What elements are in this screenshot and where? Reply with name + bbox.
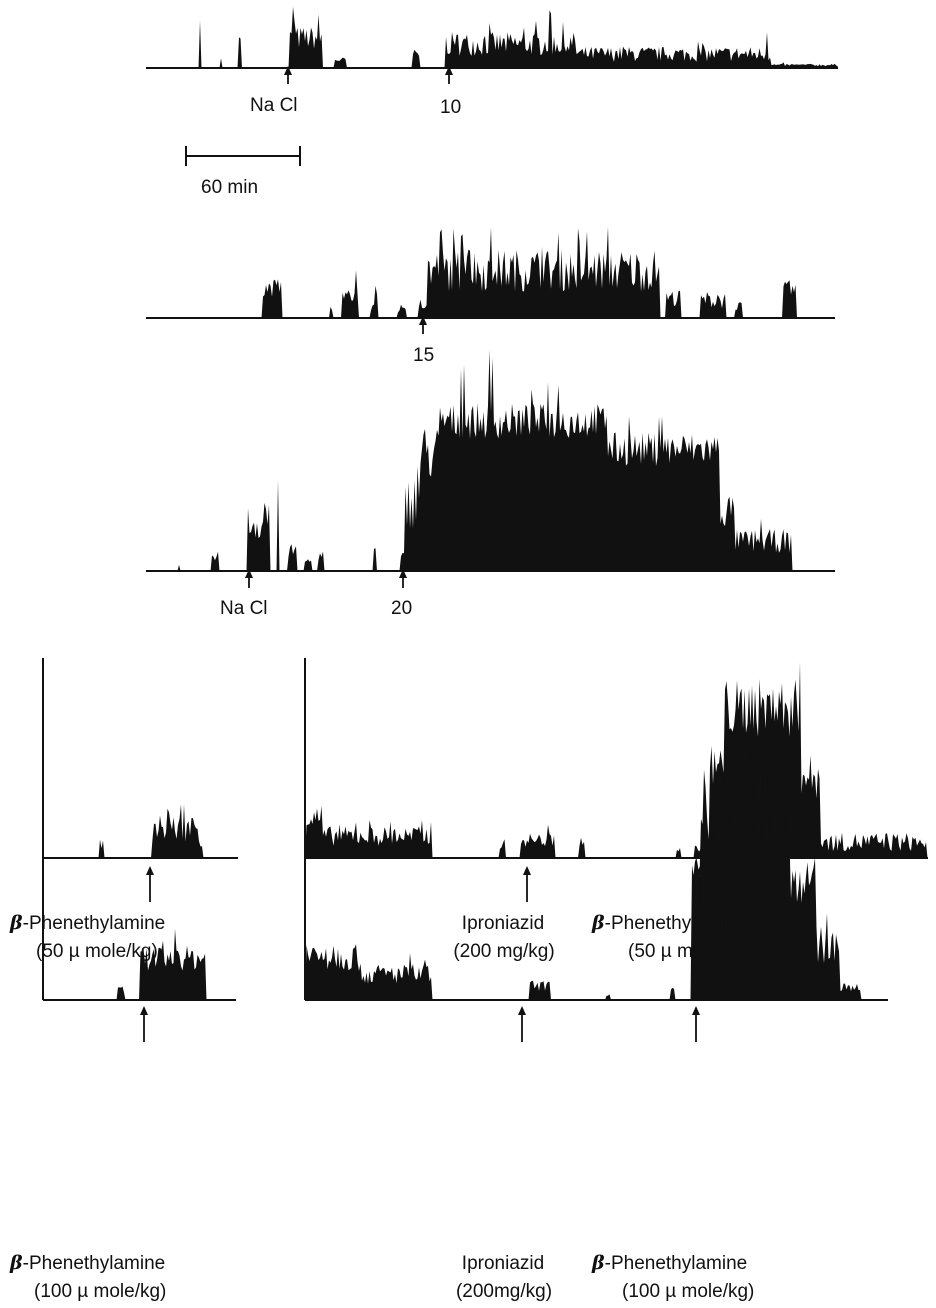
label-phenethylamine-50-left: β-Phenethylamine: [10, 912, 166, 934]
arrow-iproniazid-row1: [523, 866, 531, 902]
label-phenethylamine-50-right: β-Phenethylamine: [592, 912, 748, 934]
arrow-dose-10: [445, 66, 453, 84]
activity-trace-phenethylamine-100: [42, 804, 236, 1001]
activity-trace-dose-20: [146, 349, 835, 572]
dose-phenethylamine-100-left: (100 µ mole/kg): [34, 1281, 167, 1302]
label-iproniazid-row2: Iproniazid: [461, 1253, 545, 1274]
label-phenethylamine-100-left: β-Phenethylamine: [10, 1252, 166, 1274]
dose-phenethylamine-100-right: (100 µ mole/kg): [622, 1281, 755, 1302]
dose-iproniazid-row2: (200mg/kg): [455, 1281, 553, 1302]
dose-phenethylamine-50-right: (50 µ mole/kg): [628, 941, 750, 962]
marker-label-dose-20: 20: [391, 598, 413, 619]
activity-trace-iproniazid-phenethylamine-100: [304, 746, 888, 1001]
label-phenethylamine-100-right: β-Phenethylamine: [592, 1252, 748, 1274]
beta-symbol: β: [592, 912, 605, 934]
activity-trace-phenethylamine-50: [42, 658, 238, 859]
arrow-dose-20: [399, 569, 407, 588]
arrow-phenethylamine-50-right: [696, 866, 704, 902]
activity-trace-dose-15: [146, 226, 835, 319]
activity-trace-iproniazid-phenethylamine-50: [304, 658, 928, 859]
injection-arrows: [140, 66, 704, 1042]
marker-label-nacl-1: Na Cl: [250, 95, 298, 116]
arrow-dose-15: [419, 316, 427, 334]
activity-trace-dose-10: [146, 6, 838, 69]
marker-label-dose-15: 15: [413, 345, 435, 366]
arrow-nacl-2: [245, 569, 253, 588]
scale-bar: [185, 146, 301, 166]
dose-iproniazid-row1: (200 mg/kg): [453, 941, 555, 962]
beta-symbol: β: [10, 1252, 23, 1274]
dose-phenethylamine-50-left: (50 µ mole/kg): [36, 941, 158, 962]
arrow-iproniazid-row2: [518, 1006, 526, 1042]
arrow-phenethylamine-100-right: [692, 1006, 700, 1042]
arrow-phenethylamine-100-left: [140, 1006, 148, 1042]
label-iproniazid-row1: Iproniazid: [461, 913, 545, 934]
marker-label-dose-10: 10: [440, 97, 462, 118]
arrow-phenethylamine-50-left: [146, 866, 154, 902]
activity-traces: [42, 6, 928, 1001]
marker-label-nacl-2: Na Cl: [220, 598, 268, 619]
beta-symbol: β: [592, 1252, 605, 1274]
scale-bar-label: 60 min: [201, 177, 259, 198]
arrow-nacl-1: [284, 66, 292, 84]
beta-symbol: β: [10, 912, 23, 934]
